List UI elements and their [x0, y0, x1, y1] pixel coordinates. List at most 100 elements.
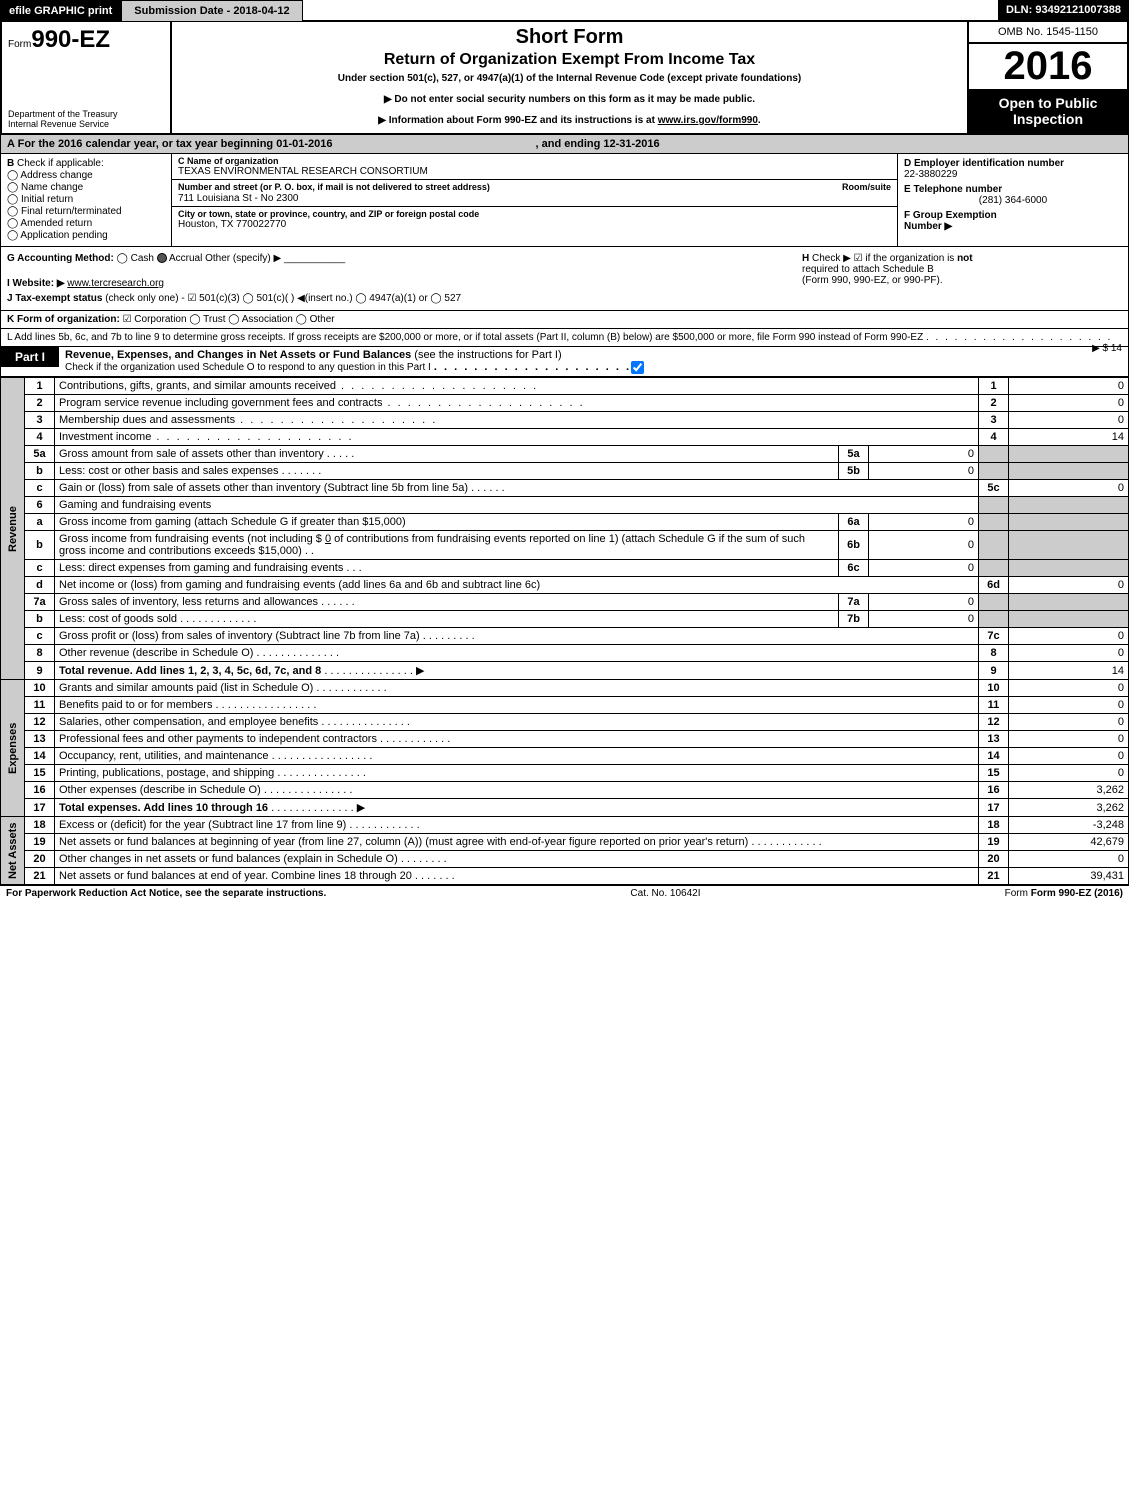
line-5c-desc: Gain or (loss) from sale of assets other… — [59, 482, 468, 494]
under-section: Under section 501(c), 527, or 4947(a)(1)… — [182, 73, 957, 84]
chk-initial[interactable]: ◯ Initial return — [7, 194, 165, 205]
form-prefix: Form — [8, 39, 31, 50]
line-19-desc: Net assets or fund balances at beginning… — [59, 836, 748, 848]
form-no-text: 990-EZ — [31, 26, 110, 53]
open-to-public: Open to Public Inspection — [969, 89, 1127, 133]
chk-name[interactable]: ◯ Name change — [7, 182, 165, 193]
tax-year: 2016 — [969, 44, 1127, 89]
line-14-amt: 0 — [1009, 748, 1129, 765]
line-14-box: 14 — [979, 748, 1009, 765]
omb-number: OMB No. 1545-1150 — [969, 22, 1127, 44]
line-7c: c Gross profit or (loss) from sales of i… — [1, 628, 1129, 645]
line-9-amt: 14 — [1009, 662, 1129, 680]
line-12: 12 Salaries, other compensation, and emp… — [1, 714, 1129, 731]
line-4-num: 4 — [25, 429, 55, 446]
line-9-box: 9 — [979, 662, 1009, 680]
irs-link[interactable]: www.irs.gov/form990 — [658, 115, 758, 126]
line-6a-num: a — [25, 514, 55, 531]
line-15-box: 15 — [979, 765, 1009, 782]
part1-sub: (see the instructions for Part I) — [414, 349, 561, 361]
chk-final[interactable]: ◯ Final return/terminated — [7, 206, 165, 217]
gh-right: H Check ▶ ☑ if the organization is not r… — [802, 253, 1122, 304]
line-13-amt: 0 — [1009, 731, 1129, 748]
line-6b: b Gross income from fundraising events (… — [1, 531, 1129, 560]
line-2: 2 Program service revenue including gove… — [1, 395, 1129, 412]
k-text: ☑ Corporation ◯ Trust ◯ Association ◯ Ot… — [123, 314, 335, 325]
efile-print-button[interactable]: efile GRAPHIC print — [0, 0, 121, 22]
chk-amended[interactable]: ◯ Amended return — [7, 218, 165, 229]
line-20-desc: Other changes in net assets or fund bala… — [59, 853, 398, 865]
line-8-amt: 0 — [1009, 645, 1129, 662]
g-other[interactable]: Other (specify) ▶ ___________ — [205, 253, 345, 264]
line-1-num: 1 — [25, 378, 55, 395]
line-5a-amt-shade — [1009, 446, 1129, 463]
g-cash[interactable]: ◯ Cash — [117, 253, 154, 264]
line-6c-shade — [979, 560, 1009, 577]
line-14-num: 14 — [25, 748, 55, 765]
line-8-desc: Other revenue (describe in Schedule O) — [59, 647, 253, 659]
dln-label: DLN: 93492121007388 — [998, 0, 1129, 22]
lines-table: Revenue 1 Contributions, gifts, grants, … — [0, 377, 1129, 885]
k-label: K Form of organization: — [7, 314, 120, 325]
line-19-amt: 42,679 — [1009, 834, 1129, 851]
line-5b-amt-shade — [1009, 463, 1129, 480]
dept-line2: Internal Revenue Service — [8, 119, 164, 129]
line-7b: b Less: cost of goods sold . . . . . . .… — [1, 611, 1129, 628]
chk-initial-lbl: Initial return — [21, 194, 73, 205]
line-20-box: 20 — [979, 851, 1009, 868]
line-1: Revenue 1 Contributions, gifts, grants, … — [1, 378, 1129, 395]
schedule-o-checkbox[interactable] — [631, 361, 644, 374]
line-19: 19 Net assets or fund balances at beginn… — [1, 834, 1129, 851]
c-name-lbl: C Name of organization — [178, 156, 891, 166]
line-6c: c Less: direct expenses from gaming and … — [1, 560, 1129, 577]
h-form: (Form 990, 990-EZ, or 990-PF). — [802, 275, 943, 286]
chk-final-lbl: Final return/terminated — [21, 206, 122, 217]
line-7c-num: c — [25, 628, 55, 645]
line-9-num: 9 — [25, 662, 55, 680]
col-de: D Employer identification number 22-3880… — [898, 154, 1128, 246]
sidebar-net-assets: Net Assets — [1, 817, 25, 885]
g-cash-lbl: Cash — [131, 253, 154, 264]
chk-address[interactable]: ◯ Address change — [7, 170, 165, 181]
line-18-amt: -3,248 — [1009, 817, 1129, 834]
line-14: 14 Occupancy, rent, utilities, and maint… — [1, 748, 1129, 765]
line-6a-subamt: 0 — [869, 514, 979, 531]
line-20-amt: 0 — [1009, 851, 1129, 868]
submission-date: Submission Date - 2018-04-12 — [121, 0, 302, 22]
line-6c-num: c — [25, 560, 55, 577]
line-6d: d Net income or (loss) from gaming and f… — [1, 577, 1129, 594]
line-12-num: 12 — [25, 714, 55, 731]
line-7a-sub: 7a — [839, 594, 869, 611]
footer-right: Form Form 990-EZ (2016) — [1005, 888, 1123, 899]
line-1-desc: Contributions, gifts, grants, and simila… — [59, 380, 336, 392]
c-room-lbl: Room/suite — [842, 182, 891, 192]
chk-pending[interactable]: ◯ Application pending — [7, 230, 165, 241]
g-accrual[interactable]: Accrual — [157, 253, 203, 264]
line-6b-desc1: Gross income from fundraising events (no… — [59, 533, 322, 545]
line-6a: a Gross income from gaming (attach Sched… — [1, 514, 1129, 531]
line-14-desc: Occupancy, rent, utilities, and maintena… — [59, 750, 269, 762]
line-15-desc: Printing, publications, postage, and shi… — [59, 767, 274, 779]
line-13-num: 13 — [25, 731, 55, 748]
l-text: L Add lines 5b, 6c, and 7b to line 9 to … — [7, 332, 923, 343]
l-row: L Add lines 5b, 6c, and 7b to line 9 to … — [0, 329, 1129, 347]
i-website[interactable]: www.tercresearch.org — [67, 278, 164, 289]
open-line1: Open to Public — [971, 95, 1125, 111]
form-header: Form990-EZ Department of the Treasury In… — [0, 22, 1129, 135]
line-12-amt: 0 — [1009, 714, 1129, 731]
line-7a-subamt: 0 — [869, 594, 979, 611]
l-amount: ▶ $ 14 — [1092, 343, 1122, 354]
line-7c-box: 7c — [979, 628, 1009, 645]
line-5b-num: b — [25, 463, 55, 480]
line-7b-amt-shade — [1009, 611, 1129, 628]
dept-treasury: Department of the Treasury Internal Reve… — [8, 109, 164, 129]
line-8-num: 8 — [25, 645, 55, 662]
h-text: Check ▶ ☑ if the organization is — [812, 253, 957, 264]
line-6d-desc: Net income or (loss) from gaming and fun… — [55, 577, 979, 594]
line-6c-subamt: 0 — [869, 560, 979, 577]
line-5a: 5a Gross amount from sale of assets othe… — [1, 446, 1129, 463]
line-6a-desc: Gross income from gaming (attach Schedul… — [55, 514, 839, 531]
line-2-box: 2 — [979, 395, 1009, 412]
line-17-num: 17 — [25, 799, 55, 817]
line-18-box: 18 — [979, 817, 1009, 834]
